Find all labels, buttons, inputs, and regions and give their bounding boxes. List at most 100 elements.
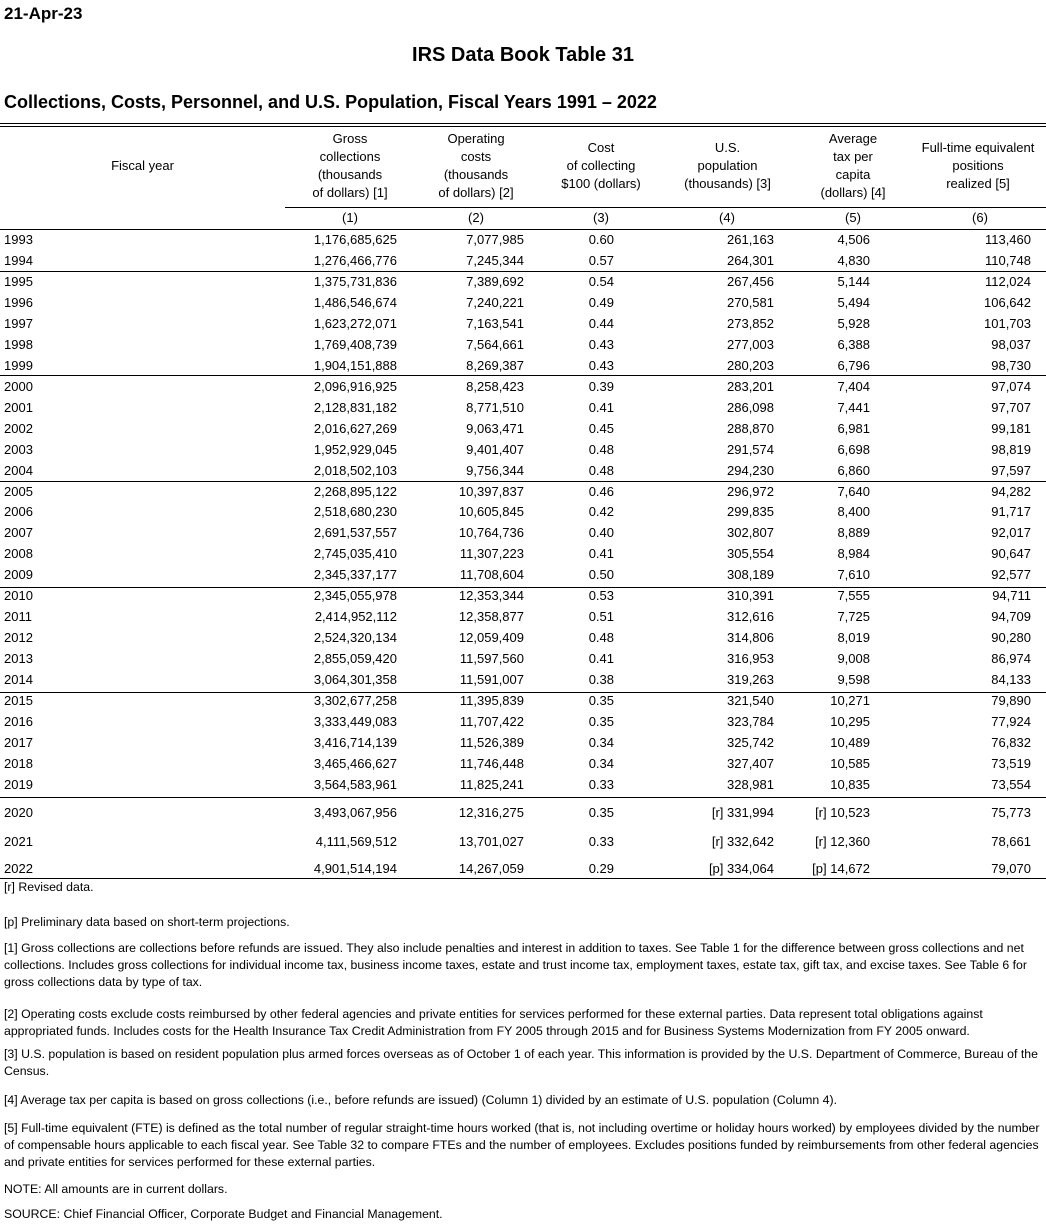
row-label: 2021 <box>4 834 33 849</box>
table-cell: 7,077,985 <box>466 232 524 247</box>
table-cell: 2,345,337,177 <box>313 567 397 583</box>
table-cell: 286,098 <box>727 399 774 415</box>
table-cell: 73,554 <box>991 776 1031 792</box>
table-cell: 0.48 <box>588 441 614 457</box>
table-cell: 294,230 <box>727 462 774 478</box>
group-rule <box>0 692 1046 693</box>
table-cell: 98,819 <box>991 441 1031 457</box>
table-cell: 9,401,407 <box>466 441 524 457</box>
table-cell: 3,302,677,258 <box>313 693 397 709</box>
table-cell: 1,375,731,836 <box>313 273 397 289</box>
table-cell: 94,711 <box>992 588 1031 604</box>
table-cell: 10,271 <box>830 693 870 709</box>
column-header: Cost of collecting $100 (dollars) <box>545 130 657 202</box>
table-cell: 13,701,027 <box>458 834 524 849</box>
table-cell: 12,059,409 <box>458 630 524 646</box>
table-cell: 0.45 <box>588 420 614 436</box>
column-number: (6) <box>972 210 988 225</box>
rule <box>0 126 1046 127</box>
table-cell: 7,441 <box>837 399 870 415</box>
table-cell: 283,201 <box>727 378 774 394</box>
table-cell: 10,605,845 <box>458 504 524 520</box>
table-cell: 11,825,241 <box>459 776 524 792</box>
table-cell: 12,353,344 <box>458 588 524 604</box>
subtitle: Collections, Costs, Personnel, and U.S. … <box>4 92 657 112</box>
table-cell: 1,486,546,674 <box>313 294 397 310</box>
table-cell: 79,070 <box>991 861 1031 876</box>
table-cell: 10,835 <box>830 776 870 792</box>
table-cell: 86,974 <box>991 651 1031 667</box>
table-cell: 6,698 <box>837 441 870 457</box>
column-header: U.S. population (thousands) [3] <box>665 130 790 202</box>
table-cell: 0.51 <box>588 609 614 625</box>
table-cell: 261,163 <box>727 232 774 247</box>
table-cell: 0.34 <box>588 756 614 771</box>
table-cell: 0.44 <box>588 315 614 331</box>
rule <box>0 878 1046 879</box>
table-cell: 8,019 <box>837 630 870 646</box>
row-label: 2005 <box>4 483 33 499</box>
footnote: [r] Revised data. <box>4 880 94 894</box>
table-cell: 11,597,560 <box>459 651 524 667</box>
table-cell: 11,708,604 <box>459 567 524 583</box>
row-label: 1997 <box>4 315 33 331</box>
table-cell: 4,901,514,194 <box>313 861 397 876</box>
column-header: Gross collections (thousands of dollars) [1… <box>290 130 410 202</box>
title: IRS Data Book Table 31 <box>412 44 634 66</box>
table-cell: 2,016,627,269 <box>313 420 397 436</box>
row-label: 2013 <box>4 651 33 667</box>
footnote: SOURCE: Chief Financial Officer, Corpora… <box>4 1207 443 1221</box>
group-rule <box>0 271 1046 272</box>
table-cell: 110,748 <box>984 252 1031 268</box>
table-cell: 291,574 <box>727 441 774 457</box>
row-label: 2016 <box>4 714 33 730</box>
column-number: (3) <box>593 210 609 225</box>
column-number: (1) <box>342 210 358 225</box>
table-cell: 10,764,736 <box>458 525 524 541</box>
table-cell: 0.34 <box>588 735 614 751</box>
table-cell: 7,389,692 <box>466 273 524 289</box>
table-cell: 8,771,510 <box>466 399 524 415</box>
footnote: [1] Gross collections are collections be… <box>4 941 1027 989</box>
row-label: 1993 <box>4 232 33 247</box>
group-rule <box>0 587 1046 588</box>
row-label: 2000 <box>4 378 33 394</box>
column-header: Fiscal year <box>0 130 285 202</box>
table-cell: 6,388 <box>837 336 870 352</box>
table-cell: 0.42 <box>588 504 614 520</box>
table-cell: 9,063,471 <box>466 420 524 436</box>
row-label: 2006 <box>4 504 33 520</box>
rule <box>285 207 1046 208</box>
table-cell: 8,400 <box>837 504 870 520</box>
table-cell: 5,928 <box>837 315 870 331</box>
table-cell: 0.35 <box>588 714 614 730</box>
table-cell: 10,489 <box>830 735 870 751</box>
group-rule <box>0 375 1046 376</box>
table-cell: 1,176,685,625 <box>313 232 397 247</box>
table-cell: 90,280 <box>991 630 1031 646</box>
table-cell: 288,870 <box>727 420 774 436</box>
table-cell: 0.40 <box>588 525 614 541</box>
row-label: 2010 <box>4 588 33 604</box>
row-label: 2018 <box>4 756 33 771</box>
table-cell: 92,017 <box>991 525 1031 541</box>
header-line: Fiscal year <box>111 158 174 173</box>
column-header: Average tax per capita (dollars) [4] <box>800 130 906 202</box>
table-cell: 112,024 <box>984 273 1031 289</box>
header-line: (thousands) [3] <box>684 176 771 191</box>
table-cell: 11,746,448 <box>459 756 524 771</box>
table-cell: 0.53 <box>588 588 614 604</box>
table-cell: 4,111,569,512 <box>315 834 397 849</box>
table-cell: 2,745,035,410 <box>313 546 397 562</box>
table-cell: 0.54 <box>588 273 614 289</box>
row-label: 1999 <box>4 357 33 373</box>
table-cell: 2,518,680,230 <box>313 504 397 520</box>
row-label: 2009 <box>4 567 33 583</box>
footnote: [5] Full-time equivalent (FTE) is define… <box>4 1121 1040 1169</box>
table-cell: 0.60 <box>588 232 614 247</box>
table-cell: 302,807 <box>727 525 774 541</box>
header-line: (thousands <box>317 167 383 182</box>
table-cell: 4,506 <box>837 232 870 247</box>
table-cell: 11,395,839 <box>459 693 524 709</box>
table-cell: 3,064,301,358 <box>313 672 397 688</box>
